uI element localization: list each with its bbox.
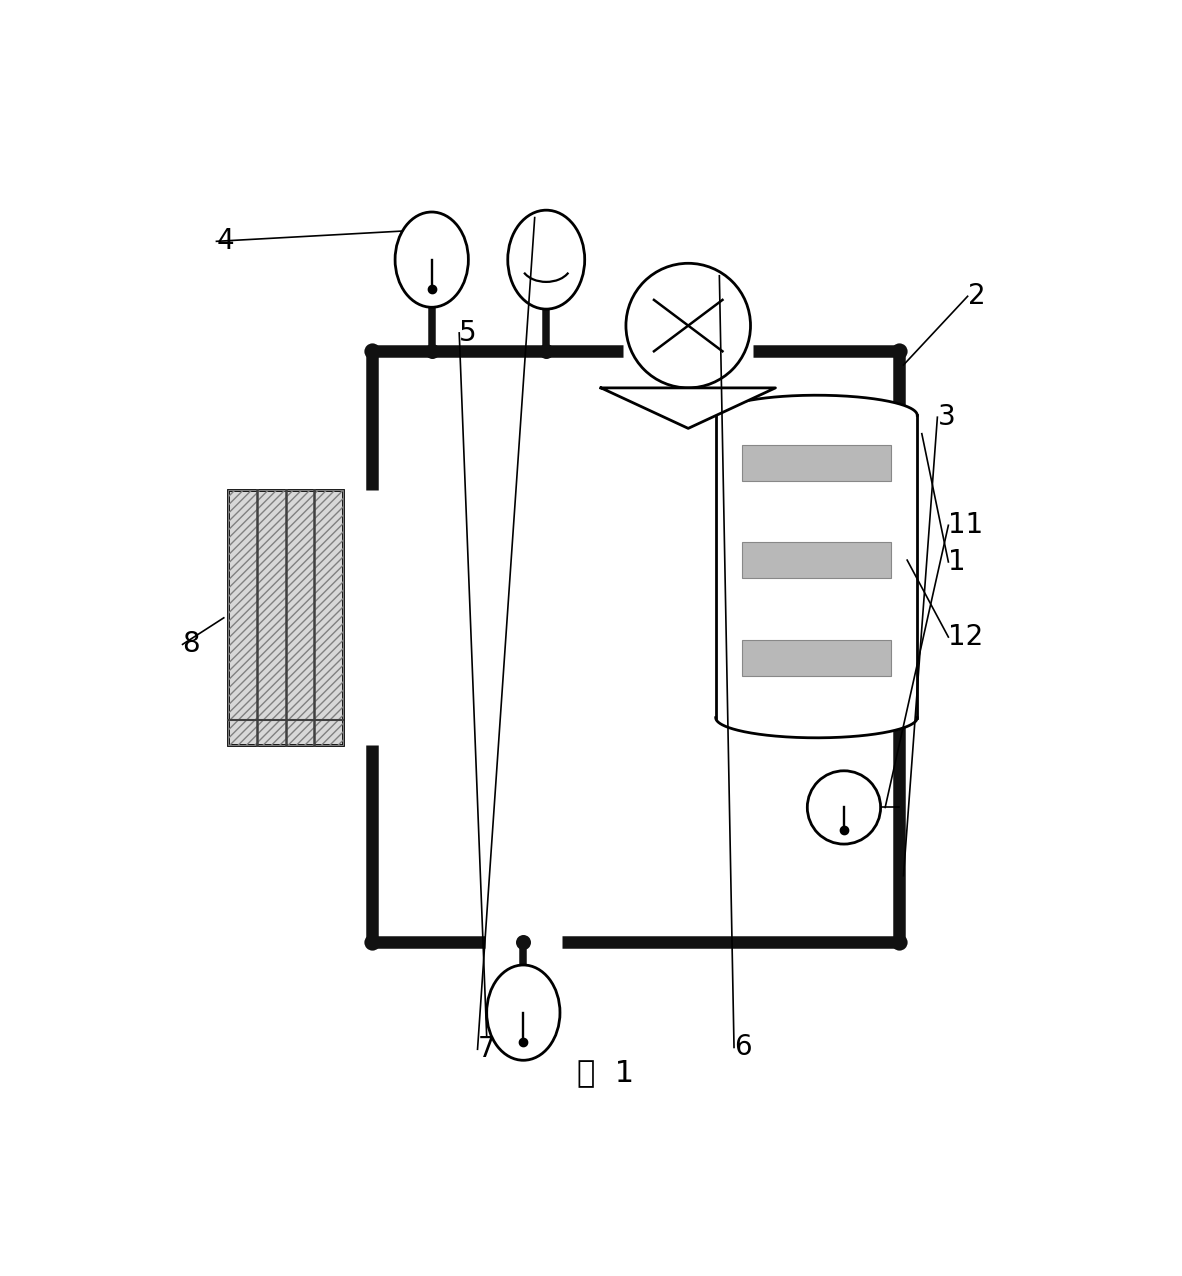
- Circle shape: [626, 263, 751, 388]
- Text: 8: 8: [182, 630, 200, 658]
- Bar: [228, 490, 343, 745]
- Bar: [228, 490, 343, 745]
- Text: 4: 4: [216, 227, 234, 255]
- Ellipse shape: [807, 771, 881, 845]
- Text: 7: 7: [478, 1035, 495, 1063]
- Text: 6: 6: [734, 1034, 752, 1062]
- Bar: [742, 639, 891, 676]
- Polygon shape: [716, 396, 917, 738]
- Text: 5: 5: [459, 319, 476, 347]
- Text: 3: 3: [937, 403, 955, 431]
- Text: 11: 11: [948, 512, 983, 540]
- Text: 12: 12: [948, 623, 983, 651]
- Polygon shape: [600, 388, 775, 429]
- Text: 图  1: 图 1: [577, 1059, 635, 1087]
- Text: 2: 2: [968, 282, 986, 310]
- Bar: [742, 444, 891, 481]
- Ellipse shape: [508, 211, 585, 309]
- Bar: [742, 542, 891, 578]
- Text: 1: 1: [948, 547, 966, 575]
- Ellipse shape: [487, 965, 560, 1060]
- Ellipse shape: [395, 212, 468, 308]
